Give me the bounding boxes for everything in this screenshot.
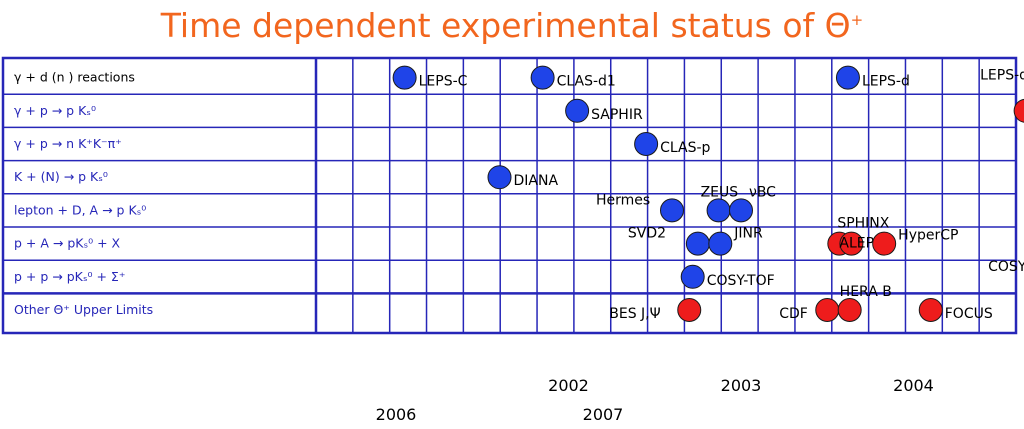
- data-point: [835, 65, 860, 90]
- row-label: p + p → pKₛ⁰ + Σ⁺: [14, 269, 125, 284]
- data-point-label: CLAS-d1: [557, 74, 616, 90]
- chart-frame: [1, 56, 1018, 335]
- data-point: [815, 298, 840, 322]
- data-point-label: SVD2: [628, 226, 666, 242]
- data-point: [729, 198, 753, 223]
- year-label: 2007: [583, 405, 624, 424]
- data-point-label: LEPS-C: [419, 74, 468, 90]
- data-point: [565, 98, 590, 123]
- data-point-label: CLAS-p: [660, 140, 710, 156]
- data-point-label: HyperCP: [898, 228, 958, 244]
- data-point: [677, 298, 702, 322]
- row-label: γ + d (n ) reactions: [14, 70, 135, 85]
- data-point: [839, 231, 864, 256]
- data-point-label: SAPHIR: [591, 107, 643, 123]
- data-point-label: COSY-TOF: [707, 273, 775, 289]
- chart-title-superscript: +: [850, 11, 864, 29]
- year-label: 2006: [376, 405, 417, 424]
- data-point-label: LEPS-d2: [980, 68, 1024, 84]
- data-point: [530, 65, 555, 90]
- data-point-label: SPHINX: [837, 216, 889, 232]
- data-point: [487, 165, 512, 190]
- row-label: p + A → pKₛ⁰ + X: [14, 236, 121, 251]
- data-point: [918, 298, 943, 322]
- data-point-label: Hermes: [596, 192, 650, 208]
- data-point: [680, 264, 705, 289]
- row-label: γ + p → p Kₛ⁰: [14, 103, 96, 118]
- data-point-label: HERA B: [840, 284, 892, 300]
- year-label: 2003: [721, 376, 762, 395]
- row-label: Other Θ⁺ Upper Limits: [14, 302, 153, 317]
- data-point: [660, 198, 684, 223]
- row-label: γ + p → n K⁺K⁻π⁺: [14, 136, 122, 151]
- data-point-label: CDF: [779, 306, 808, 322]
- data-point: [1013, 98, 1024, 123]
- data-point-label: νBC: [749, 184, 776, 200]
- data-point-label: COSY-TOF: [988, 259, 1024, 275]
- row-label: K + (N) → p Kₛ⁰: [14, 169, 108, 184]
- year-label: 2004: [893, 376, 934, 395]
- data-point: [634, 132, 659, 156]
- data-point-label: BES J,Ψ: [609, 306, 660, 322]
- data-point-label: FOCUS: [945, 306, 993, 322]
- chart-title-text: Time dependent experimental status of Θ: [160, 6, 851, 45]
- data-point-label: JINR: [733, 226, 763, 242]
- data-point: [706, 198, 731, 223]
- data-point: [708, 231, 733, 256]
- data-point: [837, 298, 862, 322]
- chart-title: Time dependent experimental status of Θ+: [0, 0, 1024, 52]
- data-point: [872, 231, 897, 256]
- row-label: lepton + D, A → p Kₛ⁰: [14, 202, 146, 217]
- data-point-label: DIANA: [514, 173, 559, 189]
- data-point-label: ZEUS: [701, 184, 739, 200]
- year-label: 2002: [548, 376, 589, 395]
- data-point-label: LEPS-d: [862, 74, 910, 90]
- data-point: [685, 231, 710, 256]
- data-point: [392, 65, 417, 90]
